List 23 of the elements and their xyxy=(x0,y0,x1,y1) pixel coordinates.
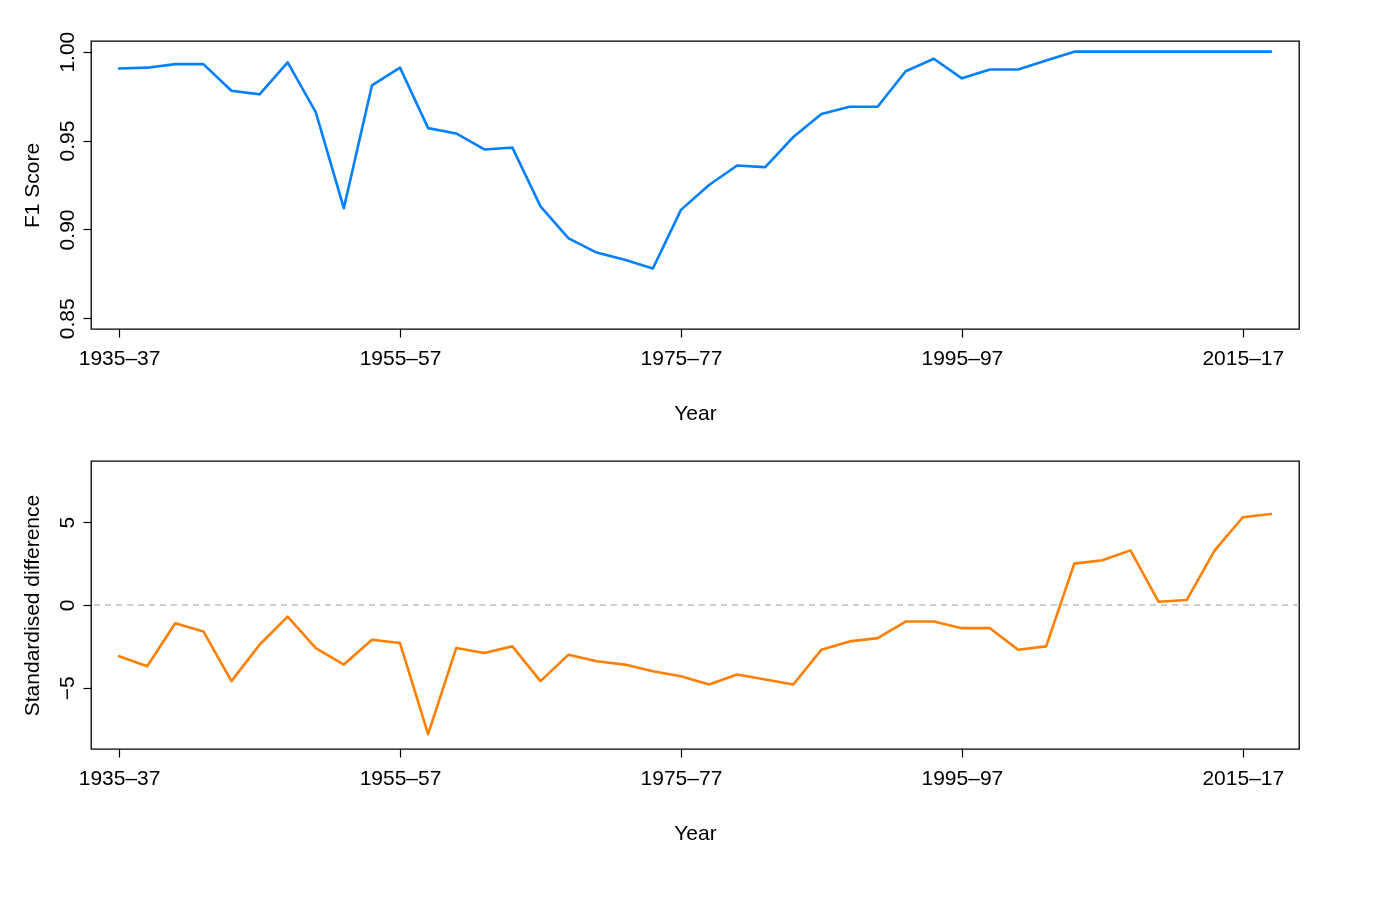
x-tick-label: 1975–77 xyxy=(640,345,723,369)
x-tick-label: 1995–97 xyxy=(921,765,1004,789)
line-series xyxy=(117,512,1273,736)
y-axis-title: Standardised difference xyxy=(19,494,43,717)
y-tick-label: 1.00 xyxy=(54,31,78,73)
y-tick-label: 0.95 xyxy=(54,120,78,162)
y-axis-title: F1 Score xyxy=(19,142,43,229)
x-tick-label: 1935–37 xyxy=(78,765,161,789)
x-tick-label: 1935–37 xyxy=(78,345,161,369)
y-tick-label: 0.85 xyxy=(54,298,78,340)
x-tick-label: 1955–57 xyxy=(359,345,442,369)
y-tick-label: 5 xyxy=(54,516,78,529)
x-tick-label: 1995–97 xyxy=(921,345,1004,369)
x-axis-title: Year xyxy=(674,820,717,844)
x-tick-label: 1975–77 xyxy=(640,765,723,789)
line-series xyxy=(117,50,1273,270)
y-tick-label: 0 xyxy=(54,599,78,612)
x-tick-label: 2015–17 xyxy=(1202,765,1285,789)
x-tick-label: 2015–17 xyxy=(1202,345,1285,369)
y-tick-label: −5 xyxy=(54,676,78,701)
x-axis-title: Year xyxy=(674,400,717,424)
x-tick-label: 1955–57 xyxy=(359,765,442,789)
y-tick-label: 0.90 xyxy=(54,209,78,251)
